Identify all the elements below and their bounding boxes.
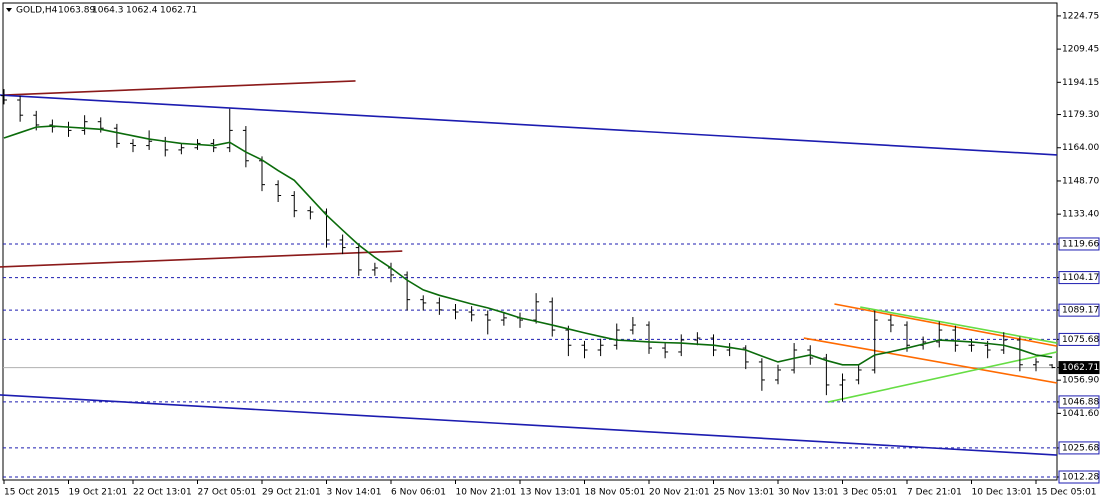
header-open: 1063.89 [58,6,95,16]
menu-triangle[interactable] [6,8,12,12]
x-tick-label: 7 Dec 21:01 [907,488,962,498]
y-tick-box [1058,303,1100,317]
y-tick-box [1058,470,1100,484]
x-tick-label: 3 Nov 14:01 [327,488,382,498]
y-tick-label: 1089.17 [1062,306,1099,316]
y-tick-label: 1012.28 [1062,473,1099,483]
trend-line [0,94,1058,156]
header-high: 1064.3 [92,6,124,16]
y-tick-label: 1075.68 [1062,335,1099,345]
y-tick-label: 1194.15 [1062,78,1099,88]
y-tick-label: 1046.88 [1062,397,1099,407]
y-tick-label: 1062.71 [1062,363,1099,373]
x-tick-label: 29 Oct 21:01 [262,488,321,498]
x-tick-label: 10 Nov 21:01 [456,488,517,498]
plot-frame [2,2,1058,481]
y-tick-label: 1164.00 [1062,143,1099,153]
y-tick-label: 1179.30 [1062,110,1099,120]
x-tick-label: 30 Nov 13:01 [778,488,839,498]
x-tick-label: 10 Dec 13:01 [972,488,1033,498]
trend-line [827,351,1058,403]
x-tick-label: 22 Oct 13:01 [133,488,192,498]
trend-line [803,337,1058,384]
moving-average [3,125,1053,366]
x-tick-label: 18 Nov 05:01 [585,488,646,498]
y-tick-label: 1104.17 [1062,273,1099,283]
y-tick-box [1058,271,1100,285]
y-tick-label: 1209.45 [1062,45,1099,55]
header-low: 1062.4 [126,6,158,16]
y-tick-label: 1119.66 [1062,239,1099,249]
y-tick-box [1058,361,1100,375]
x-tick-label: 25 Nov 13:01 [714,488,775,498]
trend-line [860,306,1058,344]
y-tick-label: 1224.75 [1062,11,1099,21]
x-tick-label: 15 Oct 2015 [4,488,60,498]
x-tick-label: 15 Dec 05:01 [1036,488,1097,498]
x-tick-label: 19 Oct 21:01 [69,488,128,498]
y-tick-box [1058,332,1100,346]
x-tick-label: 6 Nov 06:01 [391,488,446,498]
y-tick-box [1058,237,1100,251]
x-tick-label: 3 Dec 05:01 [843,488,898,498]
y-tick-label: 1025.68 [1062,443,1099,453]
y-tick-label: 1148.70 [1062,176,1099,186]
y-tick-label: 1041.60 [1062,409,1099,419]
trend-line [0,394,1058,456]
x-tick-label: 20 Nov 21:01 [649,488,710,498]
trend-line [0,250,403,268]
y-tick-box [1058,395,1100,409]
trend-line [3,80,356,96]
symbol: GOLD,H4 [16,6,58,16]
header-close: 1062.71 [160,6,197,16]
x-tick-label: 27 Oct 05:01 [198,488,257,498]
y-tick-label: 1056.90 [1062,376,1099,386]
x-tick-label: 13 Nov 13:01 [520,488,581,498]
y-tick-label: 1133.40 [1062,210,1099,220]
y-tick-box [1058,441,1100,455]
